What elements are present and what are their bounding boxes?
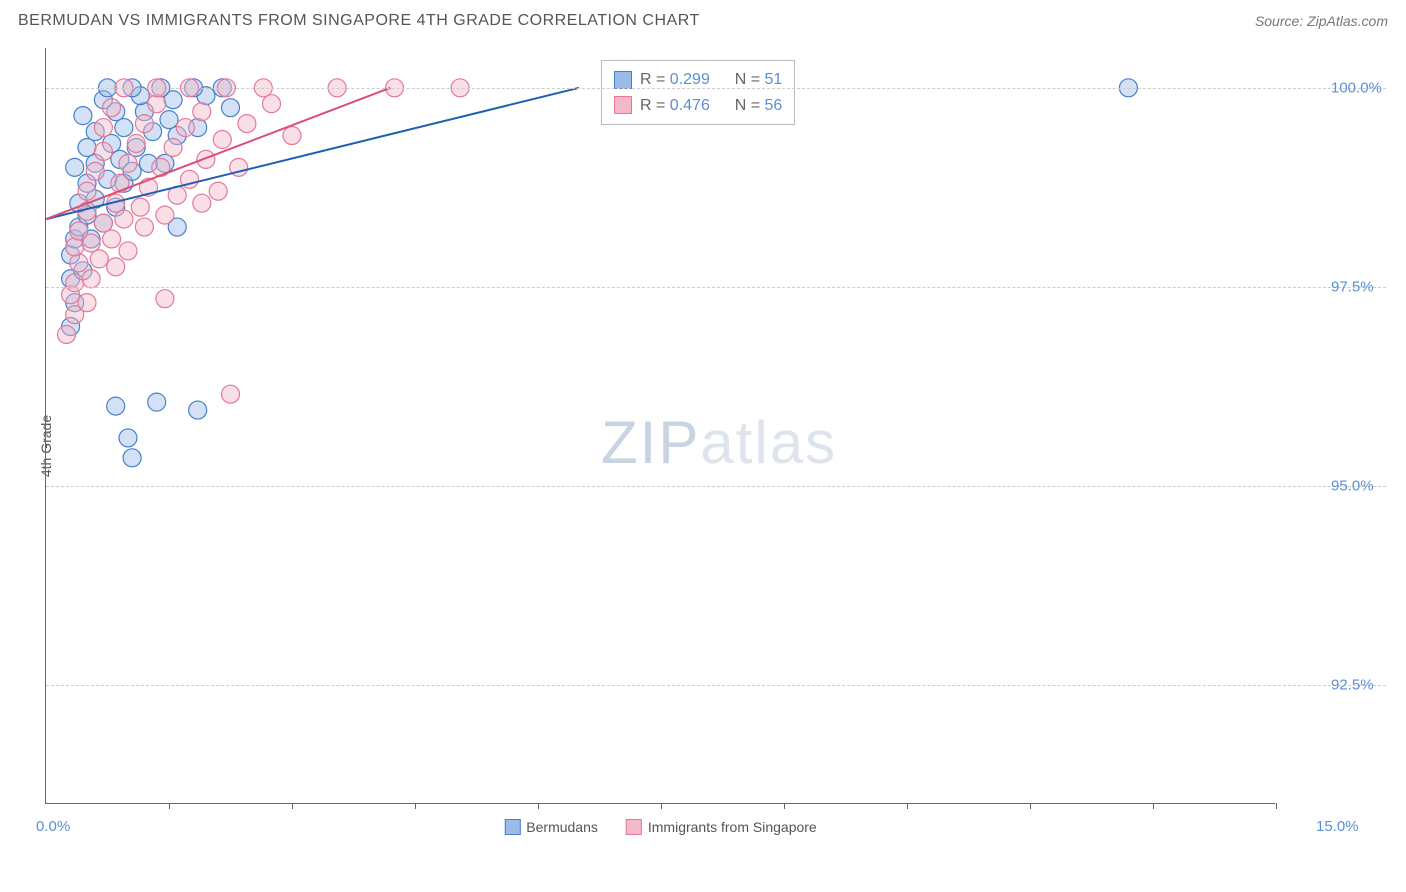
y-tick-label: 100.0% [1331, 79, 1382, 96]
scatter-point-singapore [78, 182, 96, 200]
scatter-point-singapore [127, 134, 145, 152]
legend-swatch-icon [504, 819, 520, 835]
scatter-point-singapore [94, 119, 112, 137]
scatter-point-singapore [263, 95, 281, 113]
scatter-point-singapore [66, 238, 84, 256]
scatter-point-singapore [197, 150, 215, 168]
x-tick [538, 803, 539, 809]
scatter-point-bermudans [148, 393, 166, 411]
gridline-h [46, 685, 1386, 686]
legend-item-singapore: Immigrants from Singapore [626, 819, 817, 835]
r-label: R = 0.476 [640, 93, 710, 119]
scatter-point-bermudans [107, 397, 125, 415]
scatter-point-singapore [115, 210, 133, 228]
scatter-point-singapore [90, 250, 108, 268]
scatter-point-singapore [193, 194, 211, 212]
chart-container: 4th Grade ZIPatlas R = 0.299 N = 51R = 0… [45, 48, 1388, 844]
x-tick [907, 803, 908, 809]
plot-area: ZIPatlas R = 0.299 N = 51R = 0.476 N = 5… [45, 48, 1275, 804]
x-tick [784, 803, 785, 809]
scatter-point-singapore [209, 182, 227, 200]
scatter-point-bermudans [123, 449, 141, 467]
scatter-point-singapore [131, 198, 149, 216]
scatter-point-bermudans [78, 138, 96, 156]
scatter-point-bermudans [160, 111, 178, 129]
scatter-point-bermudans [115, 119, 133, 137]
scatter-point-singapore [78, 294, 96, 312]
gridline-h [46, 88, 1386, 89]
x-tick [169, 803, 170, 809]
n-label: N = 56 [735, 93, 783, 119]
scatter-point-bermudans [189, 401, 207, 419]
scatter-point-singapore [164, 138, 182, 156]
source-attribution: Source: ZipAtlas.com [1255, 13, 1388, 29]
x-tick [1153, 803, 1154, 809]
scatter-point-singapore [103, 230, 121, 248]
bottom-legend: Bermudans Immigrants from Singapore [504, 819, 816, 835]
scatter-point-singapore [103, 99, 121, 117]
scatter-svg [46, 48, 1276, 804]
x-tick [415, 803, 416, 809]
scatter-point-singapore [135, 115, 153, 133]
chart-title: BERMUDAN VS IMMIGRANTS FROM SINGAPORE 4T… [18, 12, 700, 30]
scatter-point-singapore [86, 162, 104, 180]
scatter-point-singapore [213, 131, 231, 149]
legend-swatch-icon [626, 819, 642, 835]
stats-swatch-icon [614, 71, 632, 89]
x-axis-min-label: 0.0% [36, 818, 70, 835]
scatter-point-singapore [70, 254, 88, 272]
gridline-h [46, 486, 1386, 487]
x-tick [292, 803, 293, 809]
scatter-point-singapore [119, 154, 137, 172]
legend-label: Immigrants from Singapore [648, 819, 817, 835]
scatter-point-singapore [148, 95, 166, 113]
scatter-point-singapore [119, 242, 137, 260]
x-tick [661, 803, 662, 809]
scatter-point-singapore [176, 119, 194, 137]
y-tick-label: 95.0% [1331, 477, 1374, 494]
scatter-point-singapore [156, 290, 174, 308]
legend-item-bermudans: Bermudans [504, 819, 598, 835]
legend-label: Bermudans [526, 819, 598, 835]
scatter-point-singapore [58, 325, 76, 343]
scatter-point-bermudans [66, 158, 84, 176]
stats-legend-box: R = 0.299 N = 51R = 0.476 N = 56 [601, 60, 795, 125]
scatter-point-singapore [94, 214, 112, 232]
y-tick-label: 92.5% [1331, 676, 1374, 693]
stats-swatch-icon [614, 96, 632, 114]
scatter-point-singapore [238, 115, 256, 133]
scatter-point-bermudans [119, 429, 137, 447]
stats-row-singapore: R = 0.476 N = 56 [614, 93, 782, 119]
scatter-point-singapore [156, 206, 174, 224]
scatter-point-singapore [283, 127, 301, 145]
gridline-h [46, 287, 1386, 288]
x-axis-max-label: 15.0% [1316, 818, 1359, 835]
scatter-point-singapore [107, 258, 125, 276]
x-tick [1030, 803, 1031, 809]
scatter-point-singapore [70, 222, 88, 240]
scatter-point-singapore [94, 142, 112, 160]
scatter-point-singapore [135, 218, 153, 236]
scatter-point-singapore [82, 270, 100, 288]
scatter-point-singapore [66, 274, 84, 292]
y-tick-label: 97.5% [1331, 278, 1374, 295]
scatter-point-bermudans [222, 99, 240, 117]
x-tick [1276, 803, 1277, 809]
scatter-point-bermudans [74, 107, 92, 125]
scatter-point-singapore [193, 103, 211, 121]
scatter-point-singapore [222, 385, 240, 403]
